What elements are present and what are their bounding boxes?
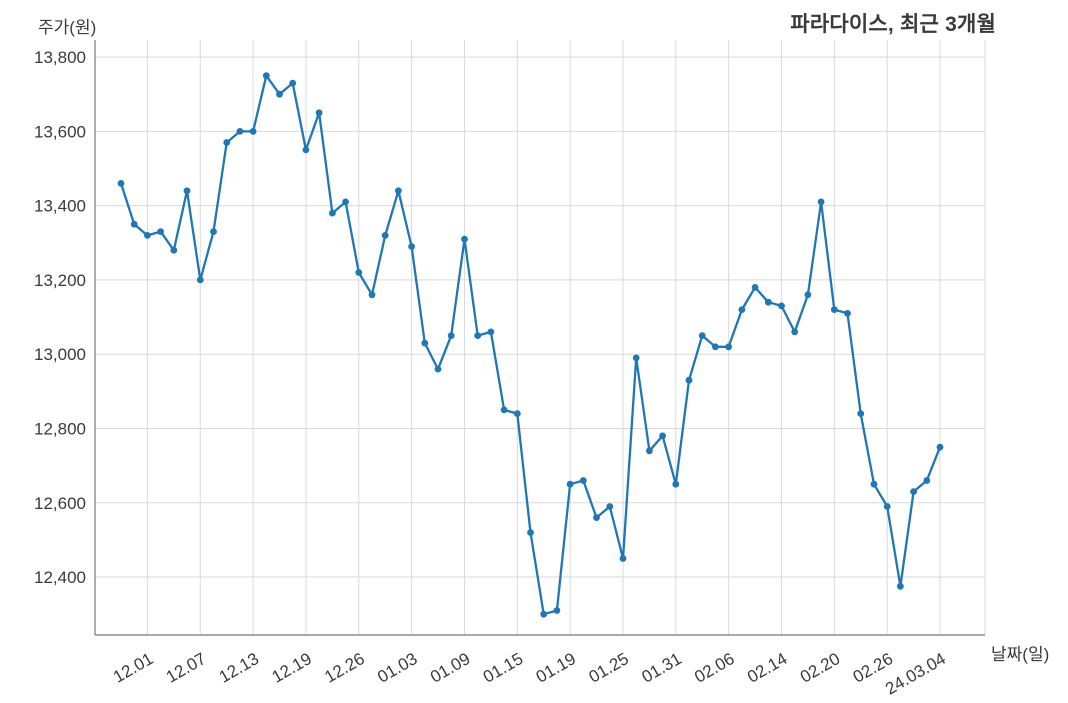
x-tick-label: 12.01 bbox=[110, 649, 156, 687]
data-point bbox=[540, 610, 548, 618]
data-point bbox=[632, 354, 640, 362]
data-point bbox=[329, 209, 336, 217]
data-point bbox=[738, 306, 746, 313]
data-point bbox=[897, 582, 904, 590]
data-point bbox=[381, 232, 389, 239]
grid-lines bbox=[95, 40, 986, 635]
x-tick-label: 02.14 bbox=[744, 649, 790, 687]
data-point bbox=[646, 447, 653, 455]
y-axis-label: 주가(원) bbox=[38, 18, 97, 37]
data-point bbox=[659, 432, 666, 440]
x-tick-label: 12.13 bbox=[216, 649, 262, 687]
y-tick-label: 13,800 bbox=[34, 48, 86, 67]
x-tick-label: 12.19 bbox=[269, 649, 315, 687]
data-point bbox=[513, 410, 521, 417]
data-point bbox=[870, 480, 878, 488]
x-tick-label: 24.03.04 bbox=[882, 649, 949, 699]
axis-lines bbox=[94, 40, 985, 636]
data-point bbox=[778, 302, 785, 310]
data-point bbox=[883, 503, 891, 510]
data-point bbox=[817, 198, 825, 206]
data-point bbox=[421, 339, 429, 347]
data-point bbox=[236, 127, 244, 135]
data-point bbox=[830, 306, 838, 313]
data-point bbox=[183, 187, 191, 195]
y-tick-label: 13,400 bbox=[34, 197, 86, 216]
x-tick-label: 12.26 bbox=[321, 649, 367, 687]
x-tick-label: 01.03 bbox=[374, 649, 420, 687]
data-point bbox=[487, 328, 495, 336]
x-tick-label: 01.31 bbox=[638, 649, 684, 687]
y-tick-labels: 12,400 12,600 12,800 13,000 13,200 13,400 13,6… bbox=[34, 48, 86, 587]
data-point bbox=[685, 376, 693, 384]
data-point bbox=[844, 310, 851, 317]
data-point bbox=[117, 180, 125, 187]
data-point bbox=[170, 246, 178, 254]
data-point bbox=[579, 477, 587, 484]
x-tick-labels: 12.01 12.07 12.13 12.19 12.26 01.03 01.09 01.15… bbox=[110, 649, 949, 699]
data-point bbox=[936, 443, 944, 451]
data-point bbox=[725, 343, 732, 351]
x-tick-label: 01.19 bbox=[533, 649, 579, 687]
data-point bbox=[342, 198, 349, 206]
data-point bbox=[764, 298, 772, 306]
x-tick-label: 01.09 bbox=[427, 649, 473, 687]
data-point bbox=[196, 276, 204, 284]
y-tick-label: 12,600 bbox=[34, 494, 86, 513]
data-point bbox=[355, 269, 363, 276]
data-point bbox=[593, 514, 600, 521]
data-point bbox=[302, 146, 310, 154]
data-point bbox=[447, 332, 455, 339]
data-point bbox=[289, 79, 297, 87]
data-point bbox=[144, 232, 151, 239]
data-point bbox=[698, 332, 706, 339]
data-point bbox=[500, 406, 508, 414]
x-tick-label: 01.15 bbox=[480, 649, 526, 687]
data-point bbox=[130, 220, 138, 228]
data-point bbox=[276, 90, 283, 98]
data-point bbox=[368, 291, 376, 299]
data-point bbox=[566, 480, 574, 488]
data-point bbox=[461, 235, 468, 243]
data-point bbox=[315, 109, 323, 117]
y-tick-label: 13,000 bbox=[34, 345, 86, 364]
data-point bbox=[434, 365, 442, 373]
x-tick-label: 12.07 bbox=[163, 649, 209, 687]
x-tick-label: 02.06 bbox=[691, 649, 737, 687]
data-point bbox=[395, 187, 402, 195]
data-point bbox=[791, 328, 799, 336]
data-point bbox=[157, 228, 165, 236]
data-point bbox=[672, 480, 680, 488]
y-tick-label: 12,400 bbox=[34, 568, 86, 587]
data-point bbox=[223, 139, 231, 146]
data-points bbox=[117, 72, 944, 618]
data-point bbox=[751, 284, 759, 291]
data-point bbox=[910, 488, 917, 495]
data-point bbox=[553, 607, 561, 614]
data-point bbox=[804, 291, 812, 299]
y-tick-label: 13,600 bbox=[34, 122, 86, 141]
data-point bbox=[262, 72, 270, 80]
y-tick-label: 12,800 bbox=[34, 419, 86, 438]
data-point bbox=[527, 529, 534, 536]
x-tick-label: 02.20 bbox=[797, 649, 843, 687]
data-point bbox=[408, 243, 415, 250]
data-point bbox=[249, 127, 257, 135]
data-point bbox=[606, 503, 614, 510]
data-point bbox=[857, 410, 865, 417]
data-point bbox=[210, 228, 217, 236]
chart-title: 파라다이스, 최근 3개월 bbox=[790, 13, 996, 36]
data-point bbox=[923, 477, 931, 484]
data-point bbox=[619, 555, 627, 562]
x-tick-label: 01.25 bbox=[586, 649, 632, 687]
data-point bbox=[474, 332, 482, 339]
data-point bbox=[712, 343, 719, 351]
x-axis-label: 날짜(일) bbox=[991, 645, 1050, 664]
y-tick-label: 13,200 bbox=[34, 271, 86, 290]
